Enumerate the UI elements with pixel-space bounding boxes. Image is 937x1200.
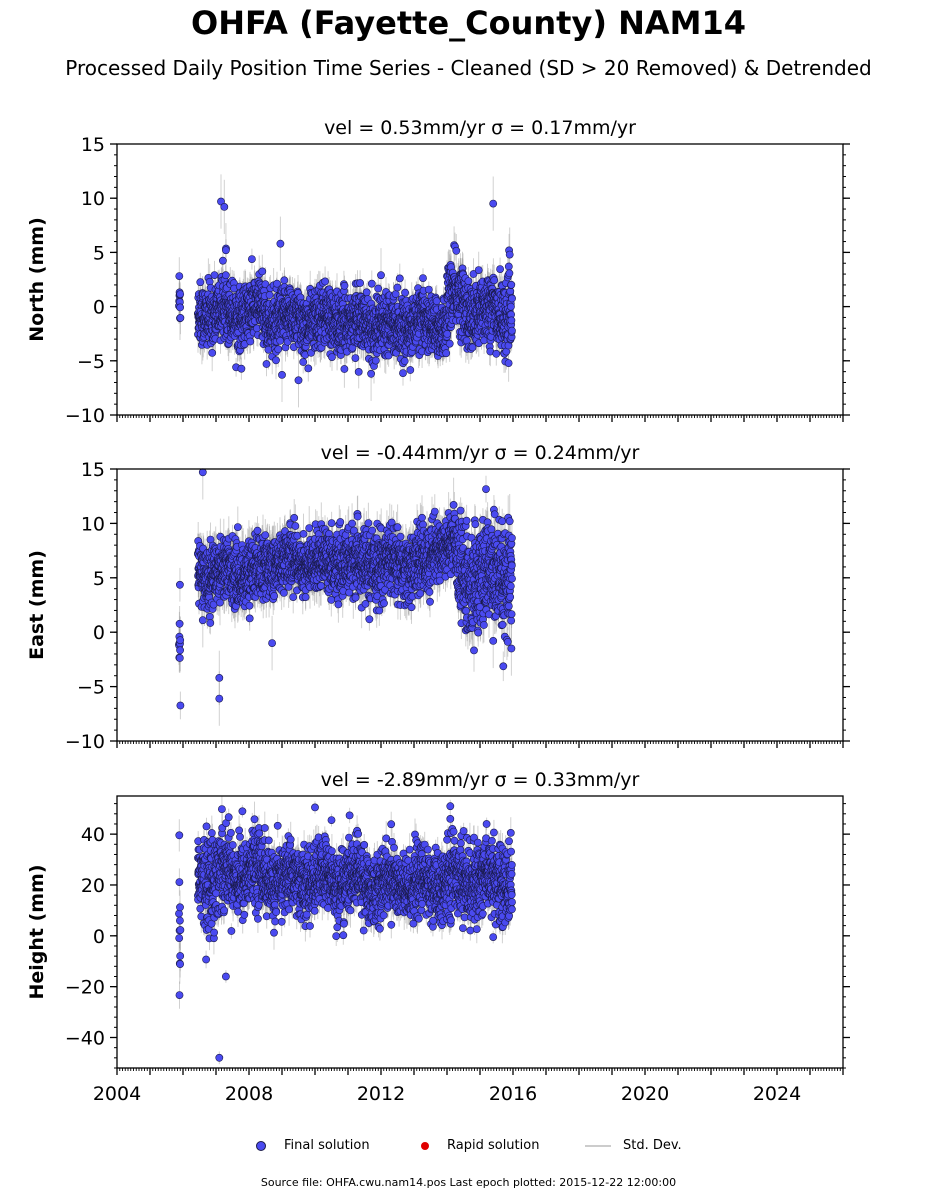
data-point <box>368 280 375 287</box>
data-point <box>263 360 270 367</box>
data-point <box>177 314 184 321</box>
data-point <box>247 338 254 345</box>
data-point <box>401 357 408 364</box>
data-point <box>219 257 226 264</box>
data-point <box>281 277 288 284</box>
data-point <box>394 284 401 291</box>
data-point <box>177 304 184 311</box>
data-point <box>248 256 255 263</box>
data-point <box>357 279 364 286</box>
data-point <box>275 346 282 353</box>
data-point <box>419 275 426 282</box>
data-point <box>300 358 307 365</box>
data-point <box>433 298 440 305</box>
data-point <box>176 273 183 280</box>
data-point <box>425 286 432 293</box>
data-point <box>177 291 184 298</box>
data-point <box>341 365 348 372</box>
data-point <box>272 357 279 364</box>
data-point <box>396 275 403 282</box>
data-point <box>322 278 329 285</box>
data-point <box>222 272 229 279</box>
data-point <box>238 365 245 372</box>
data-point <box>375 285 382 292</box>
data-point <box>211 272 218 279</box>
data-point <box>352 355 359 362</box>
data-point <box>355 368 362 375</box>
data-point <box>392 291 399 298</box>
data-point <box>197 279 204 286</box>
data-point <box>363 289 370 296</box>
data-point <box>265 346 272 353</box>
data-point <box>209 349 216 356</box>
data-point <box>266 291 273 298</box>
data-point <box>305 365 312 372</box>
data-point <box>407 366 414 373</box>
data-point <box>402 289 409 296</box>
data-point <box>399 370 406 377</box>
data-point <box>341 282 348 289</box>
data-point <box>259 268 266 275</box>
data-point <box>372 357 379 364</box>
